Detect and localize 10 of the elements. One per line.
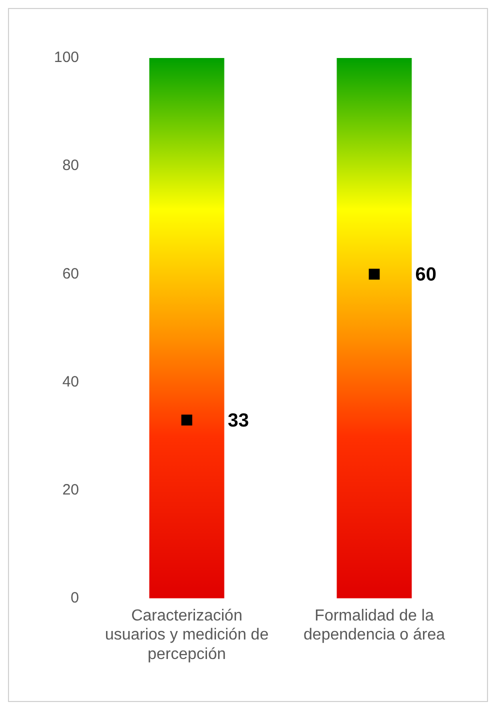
y-tick-label: 100 xyxy=(54,49,80,66)
y-tick-label: 80 xyxy=(62,157,80,174)
x-tick-label: Caracterización usuarios y medición de percepción xyxy=(104,607,269,663)
data-label: 33 xyxy=(228,410,249,432)
x-tick-label: Formalidad de la dependencia o área xyxy=(304,607,446,644)
y-tick-label: 20 xyxy=(62,481,80,498)
y-tick-label: 60 xyxy=(62,265,80,282)
data-label: 60 xyxy=(415,264,436,286)
y-tick-label: 0 xyxy=(70,590,80,607)
y-tick-label: 40 xyxy=(62,373,80,390)
